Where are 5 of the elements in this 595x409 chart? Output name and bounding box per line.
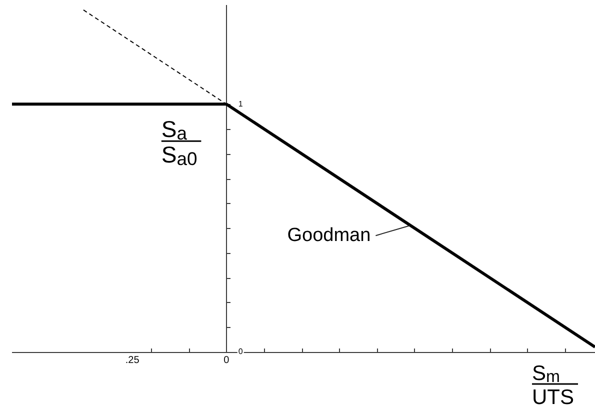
x-axis-title: Sm UTS [532, 362, 574, 409]
x-tick-label: .25 [125, 354, 140, 366]
y-axis-title: Sa Sa0 [161, 116, 198, 170]
series-label: Goodman [287, 224, 371, 246]
y-tick-label: 1 [238, 99, 244, 108]
